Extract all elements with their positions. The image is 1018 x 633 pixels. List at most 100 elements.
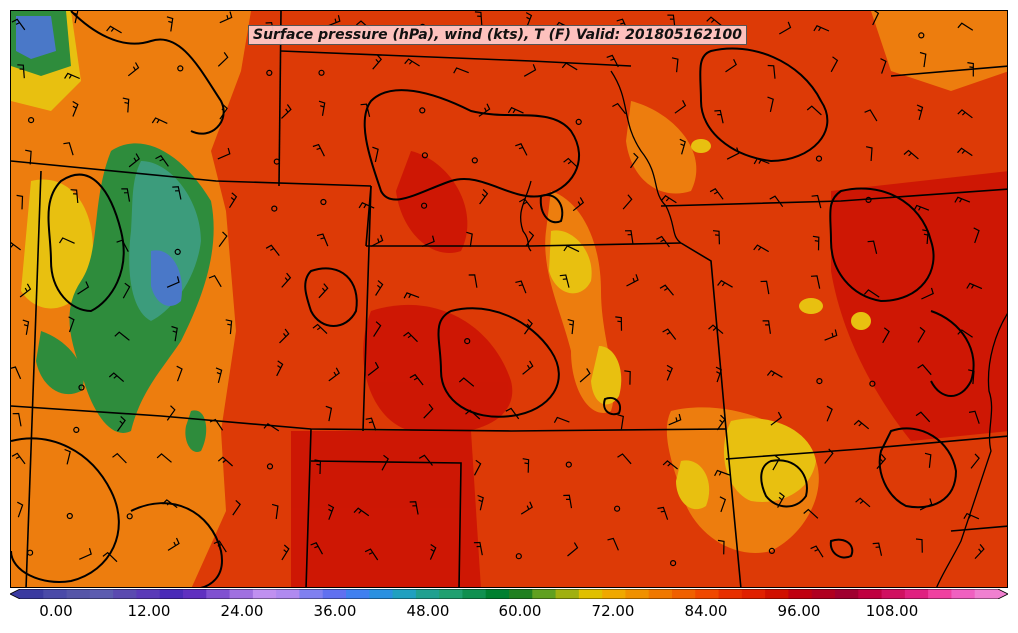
wind-barb (409, 501, 419, 515)
wind-barb (974, 544, 985, 560)
wind-barb (64, 72, 80, 80)
wind-barb (166, 276, 180, 288)
calm-wind-circle (266, 463, 274, 470)
wind-barb (22, 319, 30, 335)
calm-wind-circle (471, 157, 478, 164)
colorbar-segment (904, 589, 929, 599)
wind-barb (612, 102, 627, 115)
wind-barb (606, 54, 619, 68)
wind-barb (372, 54, 382, 70)
wind-barb (72, 100, 79, 117)
wind-barb (853, 419, 870, 430)
colorbar-tick-label: 96.00 (777, 602, 821, 620)
wind-barb (806, 105, 822, 116)
wind-barb (903, 149, 919, 160)
colorbar-segment (346, 589, 370, 599)
wind-barb (11, 366, 22, 380)
colorbar-segment (532, 589, 557, 599)
calm-wind-circle (613, 505, 621, 512)
colorbar-segment (928, 589, 952, 599)
wind-barb (314, 459, 322, 475)
wind-barb (626, 274, 639, 287)
wind-barb (522, 458, 530, 473)
colorbar-segment (43, 589, 68, 599)
wind-barb (954, 196, 971, 203)
wind-barb (172, 186, 182, 200)
calm-wind-circle (565, 461, 572, 468)
wind-barb (968, 369, 975, 385)
colorbar-segment (113, 589, 137, 599)
wind-barb (712, 230, 720, 245)
wind-barb (563, 157, 579, 168)
wind-barb (970, 453, 980, 469)
calm-wind-circle (669, 559, 677, 567)
wind-barb (312, 323, 328, 335)
calm-wind-circle (73, 426, 80, 433)
calm-wind-circle (869, 380, 876, 387)
wind-barb (922, 229, 929, 245)
wind-barb (917, 326, 926, 343)
wind-barb (567, 319, 575, 335)
wind-barb (524, 318, 533, 335)
wind-barb (716, 414, 726, 431)
wind-barb (102, 551, 118, 563)
wind-barb (880, 58, 887, 74)
wind-barb (671, 57, 679, 73)
colorbar-segment (718, 589, 743, 599)
wind-barb (872, 542, 883, 556)
wind-barb (477, 494, 484, 511)
colorbar-segment (648, 589, 673, 599)
colorbar-tick-label: 36.00 (313, 602, 357, 620)
wind-barb (77, 281, 90, 295)
calm-wind-circle (421, 152, 428, 159)
wind-barb (824, 329, 838, 341)
wind-barb (466, 231, 473, 247)
wind-barb (867, 240, 878, 254)
wind-barb (957, 22, 974, 31)
wind-barb (769, 195, 784, 208)
wind-barb (409, 373, 424, 386)
wind-barb (811, 194, 822, 209)
wind-barb (515, 143, 528, 156)
calm-wind-circle (918, 32, 925, 39)
wind-barb (121, 188, 131, 202)
wind-barb (127, 62, 140, 77)
wind-barb (957, 147, 973, 157)
wind-barb (561, 62, 578, 71)
wind-barb (717, 539, 725, 555)
calm-wind-circle (273, 158, 280, 165)
wind-barb (505, 407, 520, 420)
colorbar-tick-labels: 0.00 12.00 24.00 36.00 48.00 60.00 72.00… (0, 602, 1018, 626)
wind-barb (116, 239, 129, 252)
wind-barb (225, 319, 233, 335)
wind-barb (162, 499, 178, 509)
wind-barb (778, 21, 792, 35)
wind-barb (353, 507, 370, 517)
wind-barb (114, 331, 130, 341)
wind-barb (151, 117, 168, 124)
wind-barb (709, 188, 724, 200)
colorbar-segment (276, 589, 300, 599)
wind-barb (318, 100, 326, 116)
calm-wind-circle (768, 547, 776, 555)
wind-barb (68, 316, 75, 333)
wind-barb (479, 188, 489, 205)
wind-barb (921, 287, 934, 300)
pressure-isobars (11, 11, 975, 587)
map-title: Surface pressure (hPa), wind (kts), T (F… (248, 25, 748, 45)
wind-barb (156, 453, 172, 463)
wind-barb (715, 366, 723, 383)
wind-barb (166, 405, 176, 421)
wind-barb (316, 233, 329, 247)
calm-wind-circle (815, 155, 823, 162)
colorbar-segment (509, 589, 533, 599)
wind-barb (453, 67, 469, 74)
wind-barb (753, 244, 769, 253)
wind-barb (762, 320, 771, 334)
wind-barb (657, 506, 669, 520)
wind-barb (624, 230, 634, 244)
wind-barb (824, 448, 834, 464)
wind-barb (826, 405, 833, 422)
wind-barb (624, 370, 631, 385)
wind-barb (473, 541, 483, 556)
